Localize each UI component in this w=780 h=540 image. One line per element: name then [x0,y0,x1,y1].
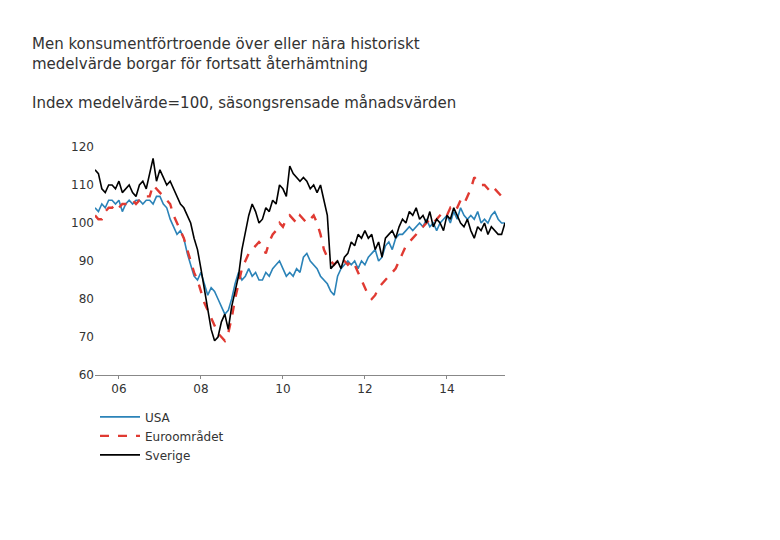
svg-text:12: 12 [357,382,372,396]
svg-text:90: 90 [79,254,94,268]
svg-text:70: 70 [79,330,94,344]
svg-text:110: 110 [71,178,94,192]
svg-text:120: 120 [71,140,94,154]
svg-text:08: 08 [193,382,208,396]
svg-text:Index medelvärde=100, säsongsr: Index medelvärde=100, säsongsrensade mån… [32,94,456,112]
svg-text:100: 100 [71,216,94,230]
svg-text:14: 14 [439,382,454,396]
svg-text:Men konsumentförtroende över e: Men konsumentförtroende över eller nära … [32,35,420,73]
svg-text:10: 10 [275,382,290,396]
svg-text:Sverige: Sverige [145,449,190,463]
svg-text:Euroområdet: Euroområdet [145,430,224,444]
svg-text:06: 06 [111,382,126,396]
svg-text:80: 80 [79,292,94,306]
svg-text:USA: USA [145,411,171,425]
svg-text:60: 60 [79,368,94,382]
